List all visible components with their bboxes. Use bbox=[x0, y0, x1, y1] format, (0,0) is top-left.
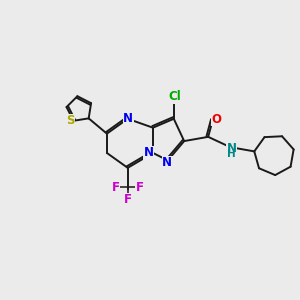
Text: F: F bbox=[136, 181, 144, 194]
Text: F: F bbox=[112, 181, 120, 194]
Text: F: F bbox=[124, 194, 132, 206]
Text: Cl: Cl bbox=[168, 90, 181, 103]
Text: N: N bbox=[143, 146, 154, 160]
Text: H: H bbox=[227, 149, 236, 159]
Text: N: N bbox=[162, 156, 172, 169]
Text: O: O bbox=[212, 112, 221, 125]
Text: N: N bbox=[227, 142, 237, 155]
Text: S: S bbox=[66, 114, 75, 127]
Text: N: N bbox=[123, 112, 133, 125]
